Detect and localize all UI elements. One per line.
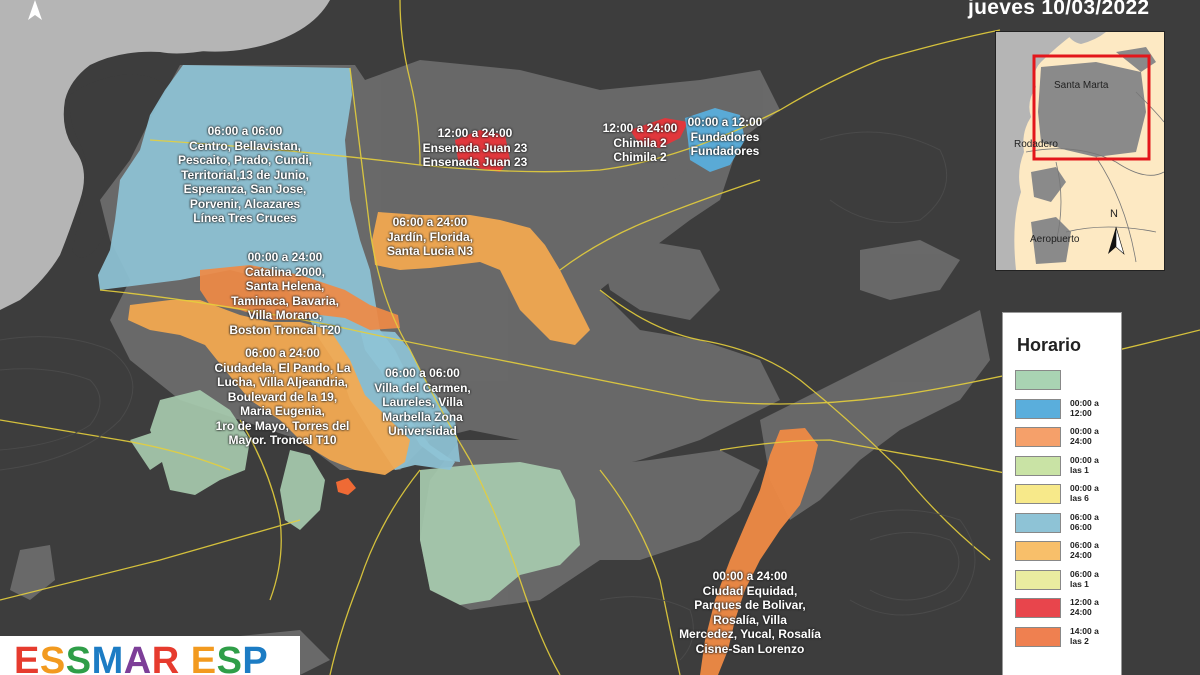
inset-label-aeropuerto: Aeropuerto: [1030, 234, 1080, 245]
logo-letter: S: [216, 640, 243, 675]
legend-label: 00:00 a las 6: [1070, 483, 1099, 503]
legend-label: 14:00 a las 2: [1070, 625, 1099, 646]
legend-swatch: [1015, 484, 1061, 504]
legend-label: 06:00 a 06:00: [1070, 511, 1099, 532]
date-title: jueves 10/03/2022: [968, 0, 1150, 19]
logo-letter: M: [91, 640, 124, 675]
zone-label-catalina: 00:00 a 24:00 Catalina 2000, Santa Helen…: [229, 250, 341, 337]
logo-letter: S: [39, 640, 66, 675]
legend-swatch: [1015, 512, 1061, 533]
zone-villa-carmen-area[interactable]: [360, 330, 460, 462]
legend-item: 06:00 a 24:00: [1015, 538, 1121, 562]
logo-letter: S: [65, 640, 92, 675]
logo-letter: P: [242, 640, 269, 675]
zone-label-ensenada: 12:00 a 24:00 Ensenada Juan 23 Ensenada …: [422, 126, 528, 169]
legend-swatch: [1015, 541, 1061, 561]
legend-swatch: [1015, 427, 1061, 447]
legend-label: 00:00 a 12:00: [1070, 397, 1099, 418]
legend-item: 00:00 a las 1: [1015, 453, 1121, 477]
essmar-logo: ESSMAR ESP: [0, 636, 300, 675]
legend-label: 06:00 a 24:00: [1070, 540, 1099, 560]
zone-ensenada-area[interactable]: [455, 130, 510, 172]
legend-label: 00:00 a 24:00: [1070, 426, 1099, 446]
logo-letter: [180, 640, 191, 675]
logo-letter: R: [151, 640, 180, 675]
zone-label-equidad: 00:00 a 24:00 Ciudad Equidad, Parques de…: [679, 569, 821, 656]
legend-title: Horario: [1017, 335, 1082, 355]
inset-roads: [1025, 91, 1164, 263]
zone-fundadores-area[interactable]: [685, 108, 745, 172]
legend-item: 00:00 a 24:00: [1015, 424, 1121, 448]
legend-label: 06:00 a las 1: [1070, 568, 1099, 589]
zone-label-fundadores: 00:00 a 12:00 Fundadores Fundadores: [687, 115, 763, 158]
logo-letter: E: [14, 640, 40, 675]
zone-label-chimila: 12:00 a 24:00 Chimila 2 Chimila 2: [602, 121, 678, 164]
inset-sea-top: [1066, 32, 1106, 44]
legend-swatch: [1015, 626, 1061, 647]
sea-bay: [160, 0, 330, 52]
zone-label-jardin: 06:00 a 24:00 Jardín, Florida, Santa Luc…: [386, 215, 474, 258]
legend-label: 00:00 a las 1: [1070, 454, 1099, 475]
north-arrow-icon: [28, 0, 42, 20]
legend-swatch: [1015, 569, 1061, 590]
inset-urban: [1031, 47, 1156, 264]
zone-chimila-area[interactable]: [630, 118, 688, 148]
inset-extent-box: [1032, 54, 1151, 161]
green-zones: [130, 390, 580, 605]
zone-small-orange[interactable]: [336, 478, 356, 495]
legend-item: [1015, 367, 1121, 391]
contours: [0, 131, 976, 661]
zone-jardin-area[interactable]: [372, 212, 590, 345]
legend-swatch: [1015, 370, 1061, 390]
sea-area: [0, 0, 330, 310]
inset-label-rodadero: Rodadero: [1014, 139, 1058, 150]
legend-swatch: [1015, 398, 1061, 419]
inset-sea: [996, 32, 1076, 270]
legend-swatch: [1015, 455, 1061, 476]
legend-item: 14:00 a las 2: [1015, 624, 1121, 648]
logo-letter: E: [190, 640, 217, 675]
inset-map[interactable]: Santa Marta Rodadero Aeropuerto N: [995, 31, 1165, 271]
legend-item: 00:00 a las 6: [1015, 481, 1121, 505]
coast-land: [69, 74, 166, 258]
zone-label-ciudadela: 06:00 a 24:00 Ciudadela, El Pando, La Lu…: [214, 346, 351, 447]
legend-item: 12:00 a 24:00: [1015, 595, 1121, 619]
zone-equidad-area[interactable]: [700, 428, 818, 675]
legend-panel: Horario 00:00 a 12:00 00:00 a 24:00 00:00 …: [1002, 312, 1122, 675]
legend-item: 00:00 a 12:00: [1015, 396, 1121, 420]
legend-item: 06:00 a 06:00: [1015, 510, 1121, 534]
logo-letter: A: [123, 640, 152, 675]
legend-label: 12:00 a 24:00: [1070, 597, 1099, 617]
legend-swatch: [1015, 598, 1061, 618]
zone-label-villa-carmen: 06:00 a 06:00 Villa del Carmen, Laureles…: [374, 366, 471, 438]
zone-ciudadela-area[interactable]: [128, 300, 410, 475]
legend-item: 06:00 a las 1: [1015, 567, 1121, 591]
zone-label-centro: 06:00 a 06:00 Centro, Bellavistan, Pesca…: [177, 124, 313, 225]
inset-north-label: N: [1110, 208, 1118, 220]
zone-centro-area[interactable]: [98, 65, 455, 470]
inset-label-santa-marta: Santa Marta: [1054, 80, 1109, 91]
inset-map-canvas: [996, 32, 1164, 270]
zone-catalina-area[interactable]: [200, 265, 400, 330]
inset-north-arrow-icon: [1108, 226, 1125, 255]
logo-text: ESSMAR ESP: [14, 641, 268, 675]
